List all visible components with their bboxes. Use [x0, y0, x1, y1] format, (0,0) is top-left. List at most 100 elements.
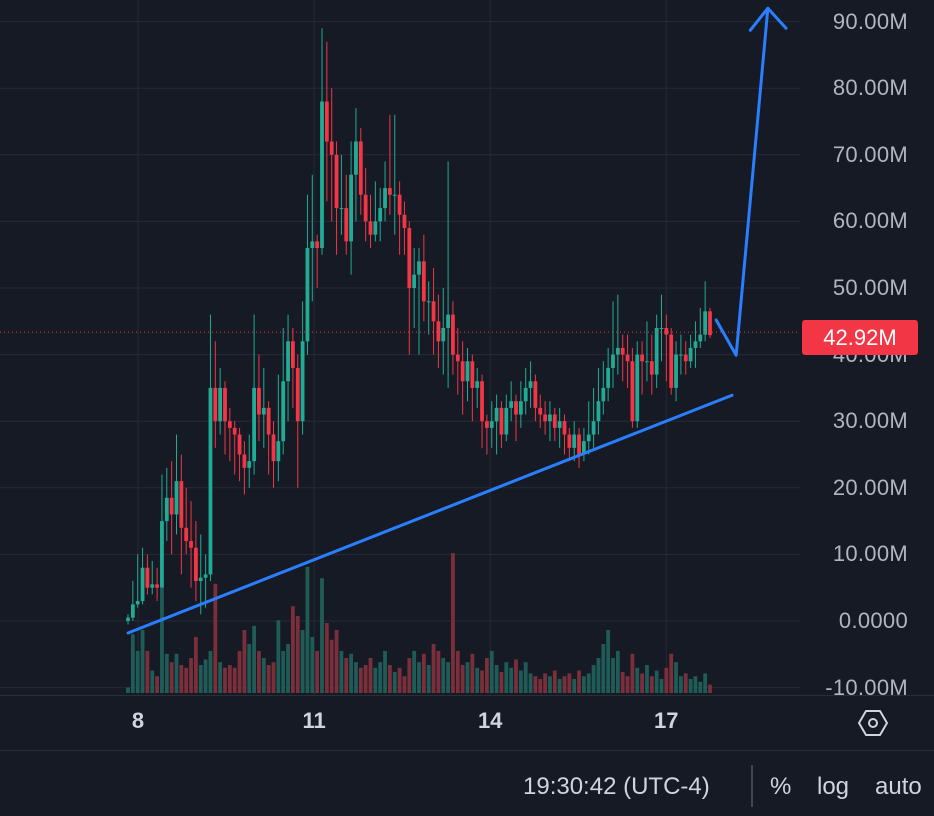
volume-bar [130, 634, 135, 693]
candle-body [708, 311, 712, 336]
volume-bar [654, 670, 659, 693]
volume-bar [310, 637, 315, 693]
candle-body [586, 434, 591, 442]
volume-bar [392, 672, 397, 693]
candle-body [567, 434, 572, 448]
candle [436, 294, 441, 368]
candle-body [315, 241, 320, 249]
volume-bar [504, 662, 509, 693]
candle-body [174, 481, 179, 515]
candle [266, 401, 271, 475]
candle [334, 141, 339, 255]
volume-bar [606, 630, 611, 693]
candle-body [402, 214, 407, 229]
volume-bar [596, 658, 601, 693]
candle-body [426, 301, 431, 303]
volume-bar [179, 665, 184, 693]
candle [247, 434, 252, 488]
grid [0, 0, 800, 695]
volume-bar [703, 673, 708, 693]
time-tick-label: 11 [302, 708, 326, 733]
candle [392, 114, 397, 235]
percent-toggle[interactable]: % [770, 773, 792, 800]
candle [232, 421, 237, 475]
candle-body [339, 208, 344, 210]
volume-bar [552, 670, 557, 693]
candle [227, 407, 232, 462]
volume-bar [174, 653, 179, 693]
volume-bar [577, 670, 581, 693]
auto-toggle[interactable]: auto [875, 773, 922, 800]
volume-bar [562, 676, 567, 693]
candle-body [145, 567, 150, 588]
volume-bar [155, 676, 159, 693]
candle [567, 427, 572, 462]
candle [257, 354, 261, 442]
price-tick-label: 50.00M [832, 275, 908, 300]
candle-body [388, 188, 392, 195]
volume-bar [271, 662, 276, 693]
volume-bar [300, 630, 305, 693]
price-chart[interactable] [0, 0, 934, 695]
candle-body [441, 327, 446, 342]
candle [640, 341, 644, 395]
volume-bar [198, 665, 203, 693]
candle-body [499, 407, 504, 435]
candle-body [431, 301, 436, 322]
volume-bar [344, 658, 349, 693]
volume-bar [455, 651, 460, 693]
candle [373, 181, 378, 242]
candle [538, 394, 543, 428]
candle-body [271, 434, 276, 462]
log-toggle[interactable]: log [817, 773, 850, 800]
time-axis[interactable]: 8 11 14 17 [0, 695, 934, 751]
drawings[interactable] [126, 6, 788, 635]
candle-body [213, 387, 218, 422]
price-axis[interactable]: 90.00M80.00M70.00M60.00M50.00M40.00M30.0… [800, 0, 934, 695]
candle-body [198, 577, 203, 582]
volume-bar [509, 667, 514, 693]
candle [324, 41, 329, 202]
volume-bar [523, 662, 528, 693]
candle [344, 174, 349, 255]
candle-body [548, 414, 552, 422]
volume-bar [368, 658, 373, 693]
volume-bar [664, 667, 669, 693]
candle-body [203, 574, 208, 578]
volume-bar [489, 651, 494, 693]
volume-bar [548, 676, 552, 693]
candle [693, 321, 698, 368]
candle [475, 367, 480, 408]
candle-body [674, 354, 678, 388]
candle-body [659, 327, 664, 329]
candle-body [310, 241, 315, 249]
candle [499, 401, 504, 448]
volume-bar [475, 667, 480, 693]
price-tick-label: 60.00M [832, 208, 908, 234]
candle [189, 501, 193, 588]
candle-body [421, 261, 426, 302]
volume-bar [252, 625, 256, 693]
candle-body [164, 497, 169, 522]
candle [150, 561, 155, 595]
volume-bar [126, 687, 130, 693]
candle [494, 394, 499, 455]
candle [620, 334, 625, 382]
candle-body [557, 421, 562, 428]
trendline [126, 393, 734, 635]
candle-body [237, 434, 242, 455]
candle [460, 341, 465, 415]
hexagon-settings-icon[interactable] [858, 708, 888, 738]
candle [305, 194, 310, 355]
volume-bar [582, 676, 586, 693]
volume-bar [693, 676, 698, 693]
candle [674, 341, 678, 402]
time-tick-label: 14 [477, 708, 503, 733]
volume-bars [126, 553, 712, 693]
clock-timezone[interactable]: 19:30:42 (UTC-4) [523, 773, 710, 800]
candle [688, 334, 693, 368]
volume-bar [470, 653, 475, 693]
candle [528, 361, 533, 408]
volume-bar [494, 665, 499, 693]
volume-bar [407, 658, 412, 693]
